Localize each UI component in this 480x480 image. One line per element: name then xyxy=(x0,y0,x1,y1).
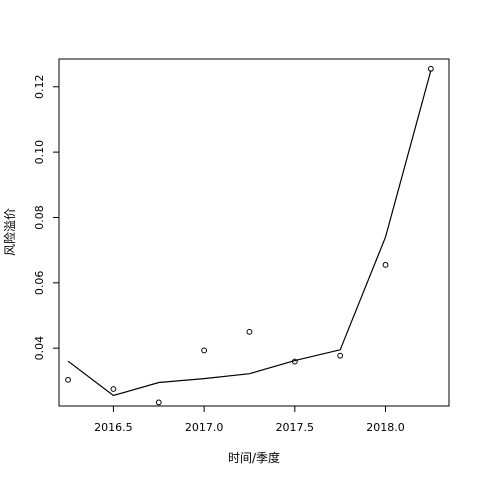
plot-frame xyxy=(58,58,450,407)
x-tick-label: 2017.5 xyxy=(276,421,315,434)
y-tick-label: 0.12 xyxy=(33,75,46,100)
x-tick-label: 2018.0 xyxy=(366,421,405,434)
x-tick-label: 2017.0 xyxy=(185,421,224,434)
y-tick-label: 0.08 xyxy=(33,205,46,230)
data-point xyxy=(201,347,208,354)
y-tick-label: 0.06 xyxy=(33,271,46,296)
data-point xyxy=(110,386,117,392)
y-tick-label: 0.10 xyxy=(33,140,46,165)
x-axis-title: 时间/季度 xyxy=(228,450,280,465)
data-point xyxy=(65,376,71,383)
y-axis-title: 风险溢价 xyxy=(2,208,17,256)
data-point xyxy=(155,399,162,406)
fitted-line xyxy=(67,70,432,397)
data-point xyxy=(382,261,389,268)
x-axis: 2016.5 2017.0 2017.5 2018.0 xyxy=(94,406,405,434)
x-tick-label: 2016.5 xyxy=(94,421,133,434)
data-point xyxy=(337,352,344,359)
data-point xyxy=(246,328,253,335)
y-axis: 0.04 0.06 0.08 0.10 0.12 xyxy=(33,75,59,361)
series-layer xyxy=(65,65,434,406)
y-tick-label: 0.04 xyxy=(33,336,46,361)
